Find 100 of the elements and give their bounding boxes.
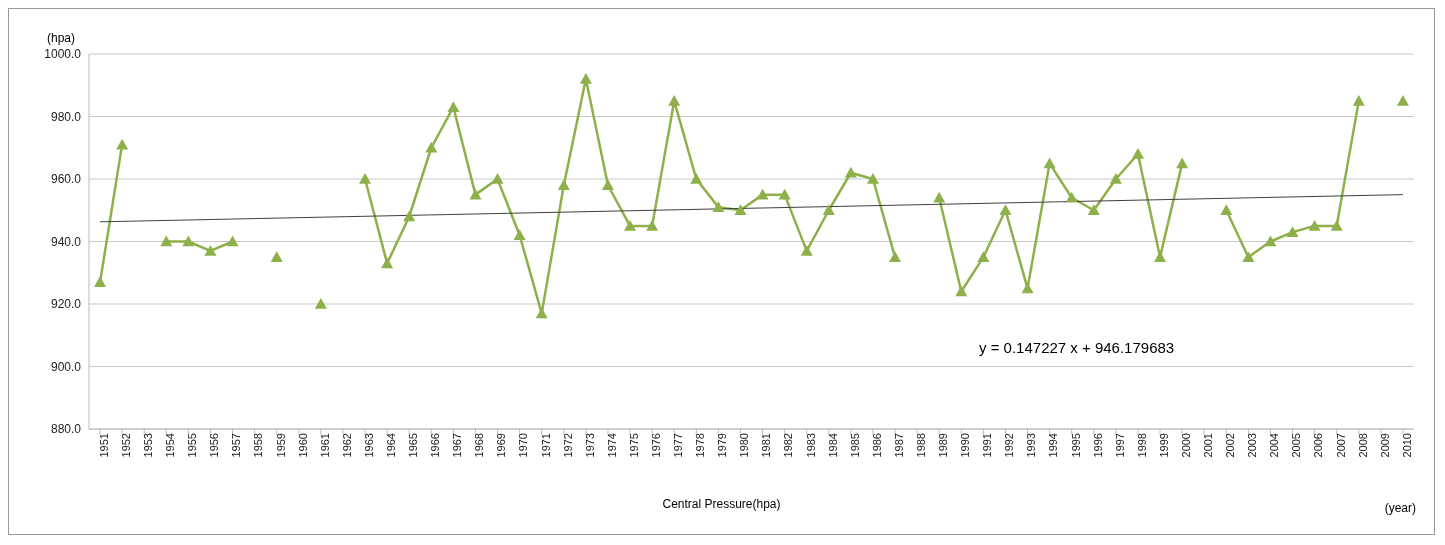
point bbox=[359, 173, 372, 184]
x-tick-label: 1985 bbox=[848, 433, 861, 458]
x-tick-label: 2003 bbox=[1246, 433, 1259, 458]
x-tick-label: 1999 bbox=[1157, 433, 1170, 458]
point bbox=[182, 235, 195, 247]
x-tick-label: 1972 bbox=[561, 433, 574, 458]
point bbox=[1264, 235, 1277, 247]
x-tick-label: 1984 bbox=[826, 433, 839, 458]
x-tick-label: 1978 bbox=[694, 433, 707, 458]
point bbox=[513, 229, 526, 241]
point bbox=[557, 179, 570, 191]
point bbox=[160, 235, 173, 247]
x-tick-label: 1988 bbox=[914, 433, 927, 458]
x-tick-label: 1957 bbox=[230, 433, 243, 458]
point bbox=[94, 276, 107, 287]
x-tick-label: 1973 bbox=[583, 433, 596, 458]
x-tick-label: 2006 bbox=[1312, 433, 1325, 458]
x-tick-label: 1967 bbox=[451, 433, 464, 458]
point bbox=[712, 201, 725, 212]
x-tick-label: 1965 bbox=[407, 433, 420, 458]
x-tick-label: 2007 bbox=[1334, 433, 1347, 458]
x-tick-label: 1960 bbox=[296, 433, 309, 458]
point bbox=[1330, 219, 1343, 231]
point bbox=[226, 235, 239, 247]
x-tick-label: 1968 bbox=[473, 433, 486, 458]
x-tick-label: 1961 bbox=[318, 433, 331, 458]
point bbox=[1087, 204, 1100, 216]
point bbox=[116, 138, 129, 150]
x-tick-label: 1969 bbox=[495, 433, 508, 458]
x-tick-label: 2000 bbox=[1179, 433, 1192, 458]
point bbox=[204, 244, 217, 256]
y-tick-label: 1000.0 bbox=[44, 47, 82, 62]
point bbox=[270, 251, 283, 262]
x-tick-label: 2008 bbox=[1356, 433, 1369, 458]
x-tick-label: 1990 bbox=[959, 433, 972, 458]
x-tick-label: 1953 bbox=[142, 433, 155, 458]
x-tick-label: 2005 bbox=[1290, 433, 1303, 458]
point bbox=[447, 101, 460, 112]
point bbox=[1109, 173, 1122, 184]
x-tick-label: 1992 bbox=[1003, 433, 1016, 458]
x-tick-label: 1970 bbox=[517, 433, 530, 458]
x-tick-label: 2001 bbox=[1202, 433, 1215, 458]
x-tick-label: 1987 bbox=[892, 433, 905, 458]
point bbox=[1176, 157, 1189, 169]
point bbox=[1043, 157, 1056, 169]
point bbox=[1131, 148, 1144, 159]
x-tick-label: 1991 bbox=[981, 433, 994, 458]
point bbox=[999, 204, 1012, 216]
x-tick-label: 1952 bbox=[119, 433, 132, 458]
point bbox=[690, 173, 703, 184]
x-tick-label: 1994 bbox=[1047, 433, 1060, 458]
point bbox=[425, 141, 438, 153]
x-tick-label: 1964 bbox=[384, 433, 397, 458]
point bbox=[624, 219, 637, 231]
x-tick-label: 1959 bbox=[274, 433, 287, 458]
y-tick-label: 980.0 bbox=[50, 109, 82, 124]
point bbox=[844, 166, 857, 178]
point bbox=[822, 204, 835, 216]
point bbox=[491, 173, 504, 184]
x-tick-label: 1963 bbox=[362, 433, 375, 458]
point bbox=[1396, 94, 1409, 106]
point bbox=[1065, 191, 1078, 203]
point bbox=[1352, 94, 1365, 106]
point bbox=[579, 73, 592, 84]
point bbox=[955, 285, 968, 297]
x-tick-label: 1979 bbox=[716, 433, 729, 458]
x-tick-label: 1983 bbox=[804, 433, 817, 458]
point bbox=[646, 219, 659, 231]
x-tick-label: 2002 bbox=[1224, 433, 1237, 458]
x-tick-label: 1976 bbox=[649, 433, 662, 458]
point bbox=[889, 251, 902, 262]
y-tick-label: 880.0 bbox=[50, 422, 82, 437]
y-tick-label: 920.0 bbox=[50, 297, 82, 312]
point bbox=[1286, 226, 1299, 237]
point bbox=[601, 179, 614, 191]
annotation: y = 0.147227 x + 946.179683 bbox=[979, 339, 1175, 356]
point bbox=[977, 251, 990, 262]
x-tick-label: 1998 bbox=[1135, 433, 1148, 458]
point bbox=[756, 188, 769, 200]
x-tick-label: 1954 bbox=[164, 433, 177, 458]
text: (year) bbox=[1384, 501, 1416, 515]
point bbox=[734, 204, 747, 216]
x-tick-label: 1974 bbox=[605, 433, 618, 458]
x-tick-label: 1956 bbox=[208, 433, 221, 458]
x-tick-label: 1995 bbox=[1069, 433, 1082, 458]
point bbox=[800, 244, 813, 256]
x-tick-label: 1993 bbox=[1025, 433, 1038, 458]
y-tick-label: 900.0 bbox=[50, 359, 82, 374]
point bbox=[469, 188, 482, 200]
x-tick-label: 1977 bbox=[672, 433, 685, 458]
point bbox=[381, 257, 394, 269]
point bbox=[933, 191, 946, 203]
point bbox=[1242, 251, 1255, 262]
x-tick-label: 1975 bbox=[627, 433, 640, 458]
x-tick-label: 1955 bbox=[186, 433, 199, 458]
y-tick-label: 940.0 bbox=[50, 234, 82, 249]
x-tick-label: 1989 bbox=[937, 433, 950, 458]
x-tick-label: 2004 bbox=[1268, 433, 1281, 458]
x-tick-label: 2009 bbox=[1378, 433, 1391, 458]
x-tick-label: 1981 bbox=[760, 433, 773, 458]
